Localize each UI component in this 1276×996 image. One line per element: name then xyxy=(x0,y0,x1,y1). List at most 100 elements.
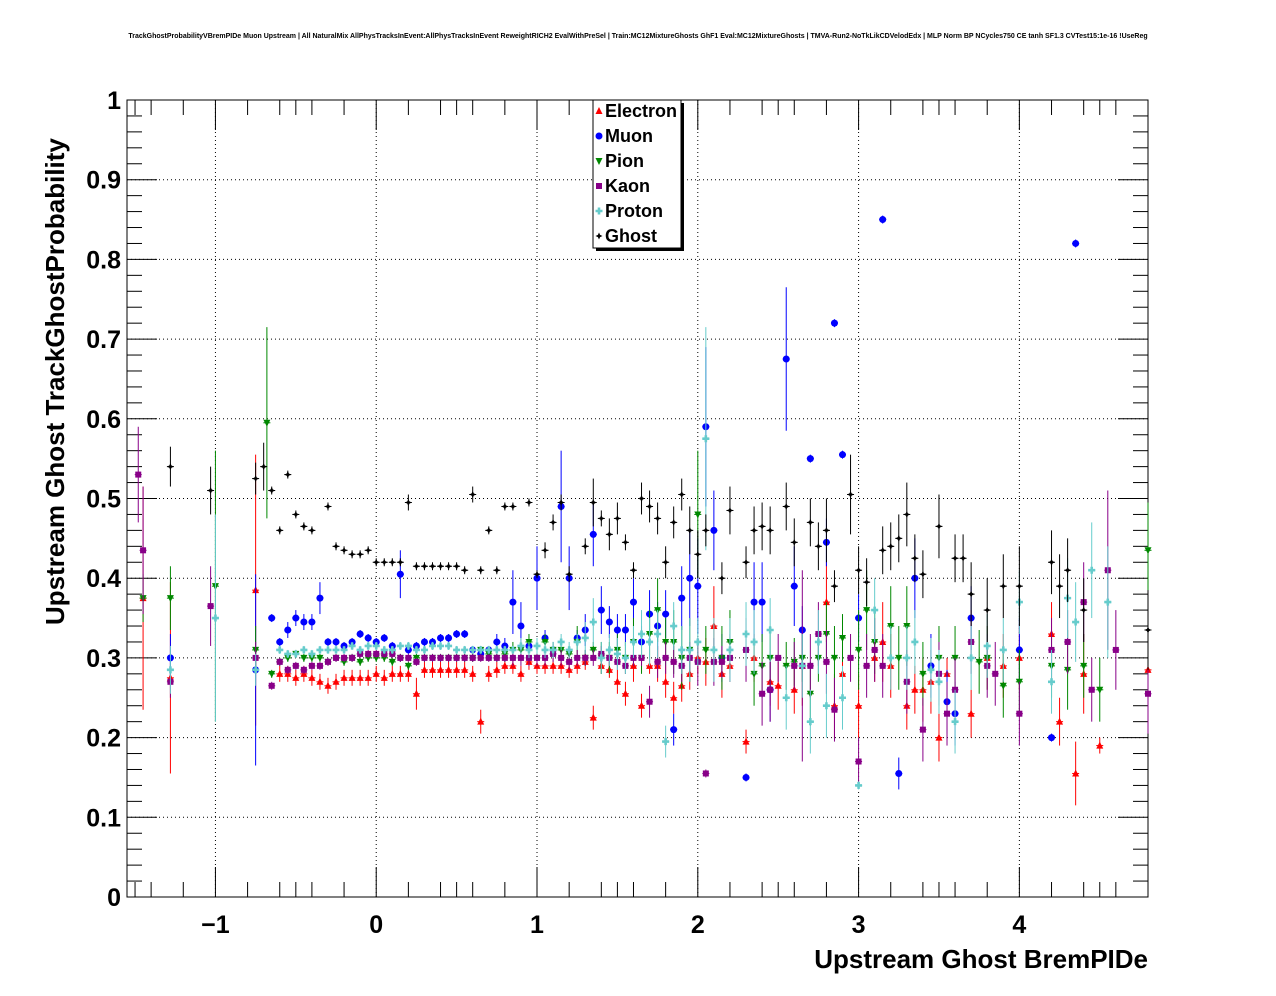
legend-label-muon: Muon xyxy=(605,126,653,146)
kaon-point xyxy=(566,658,573,665)
ghost-point xyxy=(1144,626,1152,634)
legend-label-kaon: Kaon xyxy=(605,176,650,196)
kaon-point xyxy=(831,706,838,713)
proton-point xyxy=(621,654,629,662)
legend-marker-kaon xyxy=(596,183,602,189)
electron-point xyxy=(445,665,453,673)
ghost-point xyxy=(855,566,863,574)
ghost-point xyxy=(766,526,774,534)
ghost-point xyxy=(207,487,215,495)
y-axis-label: Upstream Ghost TrackGhostProbability xyxy=(40,138,70,625)
proton-point xyxy=(348,642,356,650)
kaon-point xyxy=(284,666,291,673)
data-points xyxy=(134,215,1152,806)
legend-marker-ghost xyxy=(595,232,603,240)
pion-point xyxy=(268,670,276,678)
legend-label-electron: Electron xyxy=(605,101,677,121)
muon-point xyxy=(268,614,276,622)
proton-point xyxy=(469,646,477,654)
electron-point xyxy=(332,677,340,685)
kaon-point xyxy=(135,471,142,478)
proton-point xyxy=(662,738,670,746)
ghost-point xyxy=(404,498,412,506)
x-tick-label: −1 xyxy=(201,911,230,939)
proton-point xyxy=(806,718,814,726)
legend-label-proton: Proton xyxy=(605,201,663,221)
legend: Electron Muon Pion Kaon Proton Ghost xyxy=(592,99,684,251)
series-ghost xyxy=(166,442,1152,670)
electron-point xyxy=(292,673,300,681)
muon-point xyxy=(437,634,445,642)
kaon-point xyxy=(509,654,516,661)
ghost-point xyxy=(999,582,1007,590)
ghost-point xyxy=(654,514,662,522)
proton-point xyxy=(766,626,774,634)
kaon-point xyxy=(863,662,870,669)
kaon-point xyxy=(1145,690,1151,697)
electron-point xyxy=(348,673,356,681)
pion-point xyxy=(166,595,174,603)
proton-point xyxy=(967,654,975,662)
ghost-point xyxy=(686,526,694,534)
ghost-point xyxy=(726,506,734,514)
pion-point xyxy=(863,607,871,615)
y-tick-label: 0 xyxy=(107,884,121,912)
kaon-point xyxy=(477,654,484,661)
muon-point xyxy=(1048,734,1056,742)
kaon-point xyxy=(670,658,677,665)
muon-point xyxy=(839,451,847,459)
proton-point xyxy=(300,646,308,654)
ghost-point xyxy=(549,518,557,526)
electron-point xyxy=(613,677,621,685)
ghost-point xyxy=(621,538,629,546)
y-tick-label: 0.8 xyxy=(86,246,121,274)
proton-point xyxy=(654,630,662,638)
ghost-point xyxy=(276,526,284,534)
electron-point xyxy=(662,677,670,685)
kaon-point xyxy=(268,682,275,689)
kaon-point xyxy=(759,690,766,697)
ghost-point xyxy=(597,514,605,522)
ghost-point xyxy=(718,574,726,582)
ghost-point xyxy=(565,570,573,578)
proton-point xyxy=(646,638,654,646)
proton-point xyxy=(742,630,750,638)
electron-point xyxy=(324,681,332,689)
ghost-point xyxy=(911,554,919,562)
muon-point xyxy=(613,626,621,634)
proton-point xyxy=(887,654,895,662)
muon-point xyxy=(493,638,501,646)
ghost-point xyxy=(268,487,276,495)
ghost-point xyxy=(388,558,396,566)
ghost-point xyxy=(589,498,597,506)
ghost-point xyxy=(453,562,461,570)
proton-point xyxy=(613,650,621,658)
pion-point xyxy=(694,511,702,519)
ghost-point xyxy=(662,558,670,566)
pion-point xyxy=(895,654,903,662)
electron-point xyxy=(380,673,388,681)
electron-point xyxy=(356,673,364,681)
electron-point xyxy=(372,669,380,677)
ghost-point xyxy=(895,534,903,542)
proton-point xyxy=(951,718,959,726)
kaon-point xyxy=(324,658,331,665)
muon-point xyxy=(308,618,316,626)
proton-point xyxy=(629,638,637,646)
electron-point xyxy=(935,733,943,741)
pion-point xyxy=(1144,547,1152,555)
electron-point xyxy=(517,669,525,677)
proton-point xyxy=(814,638,822,646)
legend-marker-proton xyxy=(595,207,603,215)
muon-point xyxy=(396,570,404,578)
kaon-point xyxy=(823,658,830,665)
ghost-point xyxy=(847,491,855,499)
kaon-point xyxy=(702,770,709,777)
muon-point xyxy=(589,530,597,538)
ghost-point xyxy=(983,606,991,614)
ghost-point xyxy=(790,538,798,546)
muon-point xyxy=(678,594,686,602)
proton-point xyxy=(316,646,324,654)
ghost-point xyxy=(364,546,372,554)
kaon-point xyxy=(718,658,725,665)
